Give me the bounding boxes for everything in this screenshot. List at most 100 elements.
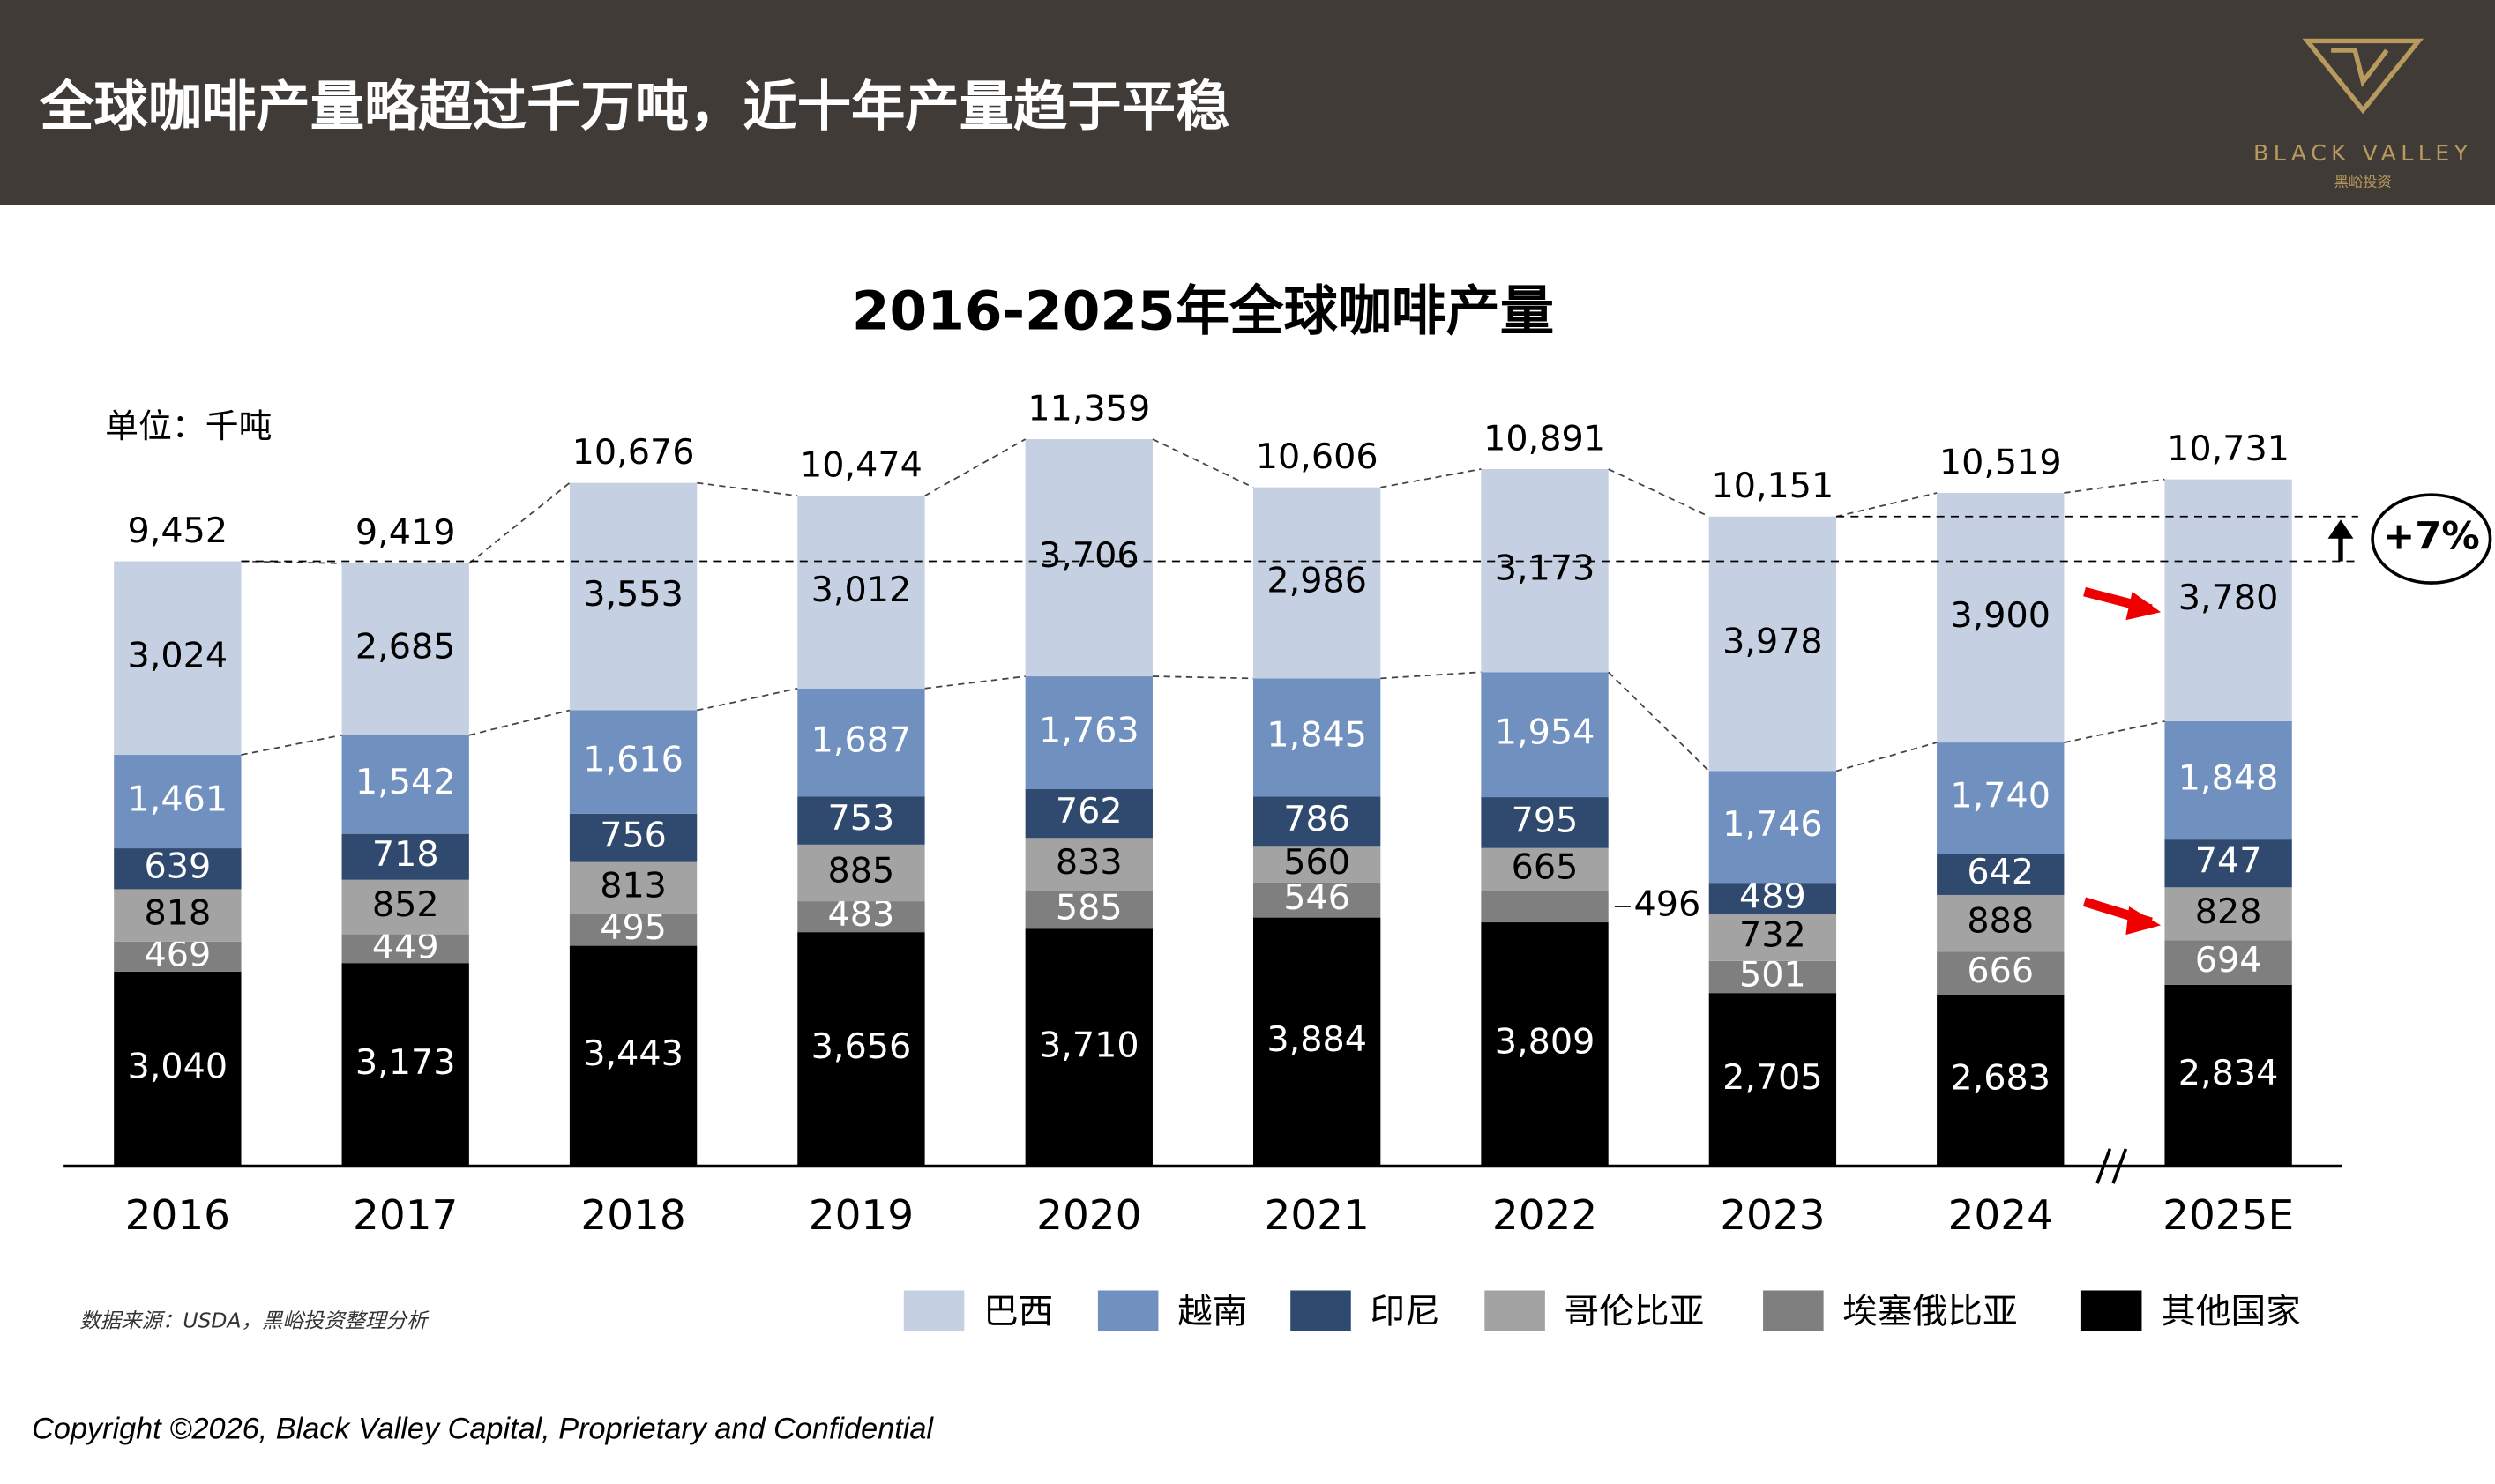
connector (2064, 478, 2165, 494)
total-label: 11,359 (1027, 389, 1150, 429)
header-title: 全球咖啡产量略超过千万吨，近十年产量趋于平稳 (39, 76, 1229, 138)
total-label: 10,151 (1711, 466, 1834, 506)
connector (1152, 438, 1254, 488)
total-label: 10,731 (2167, 429, 2290, 469)
legend-swatch (1763, 1290, 1824, 1331)
bar-segment (1252, 678, 1381, 797)
bar-segment (341, 879, 469, 935)
connector (697, 481, 798, 497)
highlight-arrowhead (2125, 592, 2162, 936)
total-label: 10,606 (1256, 436, 1378, 477)
bar-segment (569, 710, 698, 814)
bar-segment (1481, 672, 1609, 798)
logo-sub: 黑峪投资 (2334, 174, 2392, 190)
total-label: 10,676 (572, 432, 695, 473)
bar-segment (1937, 854, 2065, 895)
connector (1380, 468, 1482, 488)
unit-label: 单位：千吨 (105, 406, 272, 445)
data-label: 1,848 (2178, 758, 2279, 799)
legend-label: 越南 (1177, 1292, 1247, 1332)
data-label: 3,780 (2178, 578, 2279, 618)
data-label: 1,845 (1266, 715, 1367, 756)
data-label: 3,553 (583, 574, 684, 615)
legend-swatch (2080, 1290, 2142, 1331)
data-label: 495 (600, 907, 667, 948)
data-label: 1,954 (1495, 712, 1595, 753)
data-label: 3,040 (128, 1047, 228, 1087)
bar-segment (341, 934, 469, 964)
x-tick-label: 2025E (2163, 1192, 2294, 1240)
data-label: 828 (2195, 891, 2262, 932)
bar-segment (1481, 922, 1609, 1167)
x-tick-label: 2022 (1492, 1192, 1597, 1240)
source: 数据来源：USDA，黑峪投资整理分析 (79, 1309, 430, 1333)
data-label: 2,705 (1722, 1057, 1823, 1098)
data-label: 3,710 (1039, 1025, 1139, 1065)
data-label: 852 (372, 884, 439, 925)
x-tick-label: 2024 (1948, 1192, 2053, 1240)
copyright: Copyright ©2026, Black Valley Capital, P… (32, 1412, 934, 1445)
legend-label: 埃塞俄比亚 (1842, 1292, 2017, 1332)
data-label: 732 (1739, 915, 1806, 956)
bar-segment (1708, 993, 1837, 1167)
data-label: 585 (1056, 888, 1123, 928)
data-label: 3,173 (355, 1042, 456, 1083)
logo-mark (2302, 38, 2424, 115)
bar-segment (2164, 839, 2292, 888)
data-label: 1,746 (1722, 804, 1823, 845)
bar-segment (1252, 796, 1381, 847)
legend-swatch (903, 1290, 965, 1331)
legend-swatch (1097, 1290, 1159, 1331)
x-tick-label: 2017 (353, 1192, 458, 1240)
bar-segment (2164, 984, 2292, 1167)
bar-segment (569, 813, 698, 862)
bar-segment (341, 563, 469, 735)
data-label: 694 (2195, 940, 2262, 981)
data-label: 818 (144, 893, 211, 934)
data-label: 3,024 (128, 636, 228, 676)
bar-segment (2164, 720, 2292, 840)
connector (1608, 671, 1710, 772)
bar-segment (797, 796, 925, 845)
total-label: 9,419 (355, 512, 456, 553)
x-tick-label: 2019 (809, 1192, 914, 1240)
legend-swatch (1484, 1290, 1545, 1331)
bar-segment (1252, 846, 1381, 883)
legend-label: 巴西 (983, 1292, 1053, 1332)
data-label: 3,012 (811, 570, 912, 610)
data-label: 1,542 (355, 762, 456, 802)
axis-break (2095, 1148, 2128, 1184)
data-label: 1,461 (128, 779, 228, 820)
data-label: 718 (372, 834, 439, 875)
annotation: +7% (2383, 515, 2480, 559)
legend-swatch (1290, 1290, 1351, 1331)
connector (1380, 671, 1482, 680)
data-label: 3,809 (1495, 1022, 1595, 1063)
data-label: 747 (2195, 841, 2262, 882)
bar-segment (114, 971, 242, 1167)
bar-segment (1937, 994, 2065, 1167)
data-label: 666 (1967, 951, 2034, 991)
bar-segment (797, 844, 925, 902)
bar-segment (1481, 468, 1609, 673)
data-label: 1,687 (811, 720, 912, 761)
data-label: 489 (1739, 876, 1806, 917)
bar-segment (1252, 487, 1381, 679)
bar-segment (1708, 883, 1837, 914)
connector (468, 709, 571, 736)
data-label: 3,978 (1722, 622, 1823, 662)
bar-segment (1025, 788, 1153, 839)
bar-segment (1025, 891, 1153, 929)
bar-segment (1937, 493, 2065, 743)
bar-segment (1025, 838, 1153, 891)
connector (924, 675, 1026, 690)
data-label: 560 (1283, 842, 1350, 883)
data-label: 501 (1739, 955, 1806, 996)
bar-segment (569, 482, 698, 711)
data-label: 756 (600, 816, 667, 856)
data-label: 496 (1634, 884, 1701, 925)
data-label: 3,656 (811, 1026, 912, 1067)
legend-label: 印尼 (1370, 1292, 1439, 1332)
annotation-circle (2371, 493, 2492, 585)
data-label: 3,884 (1266, 1019, 1367, 1060)
